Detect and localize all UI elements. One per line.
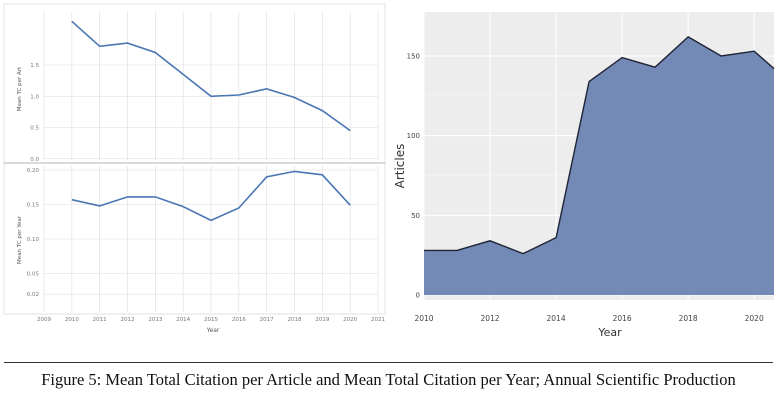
bottom-panel-y-ticks: 0.02 0.05 0.10 0.15 0.20 bbox=[27, 168, 40, 298]
bottom-panel-y-axis-label: Mean TC per Year bbox=[17, 215, 23, 264]
bottom-x-tick-label: 2020 bbox=[343, 317, 357, 323]
mean-tc-per-article-line bbox=[71, 20, 351, 132]
annual-production-chart: 0 50 100 150 2010 2012 2014 2016 2018 2020 Artic… bbox=[393, 12, 775, 339]
bottom-y-tick-label: 0.15 bbox=[27, 203, 40, 209]
area-x-tick-label: 2018 bbox=[679, 314, 698, 323]
area-x-tick-label: 2020 bbox=[745, 314, 764, 323]
area-x-tick-label: 2014 bbox=[547, 314, 566, 323]
top-panel-grid bbox=[43, 12, 379, 160]
area-y-tick-label: 150 bbox=[407, 53, 420, 61]
top-y-tick-label: 1.5 bbox=[30, 63, 39, 69]
citation-line-charts: 0.00.51.01.5 0.020.050.100.150.20 2009 20… bbox=[3, 3, 386, 334]
area-y-axis-label: Articles bbox=[393, 144, 407, 189]
bottom-x-tick-label: 2013 bbox=[148, 317, 162, 323]
bottom-panel-x-axis-label: Year bbox=[206, 327, 220, 334]
articles-area bbox=[424, 36, 774, 296]
bottom-y-tick-label: 0.20 bbox=[27, 168, 40, 174]
top-y-tick-label: 1.0 bbox=[30, 94, 39, 100]
bottom-y-tick-label: 0.02 bbox=[27, 292, 39, 298]
area-x-axis-label: Year bbox=[597, 326, 622, 339]
bottom-panel-grid bbox=[43, 166, 379, 312]
bottom-x-tick-label: 2015 bbox=[204, 317, 218, 323]
top-y-tick-label: 0.5 bbox=[30, 126, 39, 132]
area-y-ticks: 0 50 100 150 bbox=[407, 53, 420, 300]
area-y-tick-label: 50 bbox=[411, 212, 420, 220]
bottom-x-tick-label: 2014 bbox=[176, 317, 190, 323]
bottom-x-tick-label: 2009 bbox=[37, 317, 51, 323]
bottom-x-tick-label: 2019 bbox=[315, 317, 329, 323]
caption-rule bbox=[4, 362, 773, 363]
bottom-x-tick-label: 2010 bbox=[65, 317, 79, 323]
bottom-y-tick-label: 0.05 bbox=[27, 272, 40, 278]
bottom-x-tick-label: 2021 bbox=[371, 317, 385, 323]
area-y-tick-label: 0 bbox=[416, 292, 420, 300]
bottom-x-tick-label: 2012 bbox=[121, 317, 135, 323]
bottom-x-tick-label: 2011 bbox=[93, 317, 107, 323]
figure-caption: Figure 5: Mean Total Citation per Articl… bbox=[41, 370, 736, 389]
bottom-x-tick-label: 2016 bbox=[232, 317, 246, 323]
area-y-tick-label: 100 bbox=[407, 132, 420, 140]
area-x-tick-label: 2016 bbox=[613, 314, 632, 323]
top-panel-y-axis-label: Mean TC per Art bbox=[17, 66, 23, 111]
bottom-x-tick-label: 2017 bbox=[260, 317, 274, 323]
bottom-x-tick-label: 2018 bbox=[288, 317, 302, 323]
top-panel-y-ticks: 0.0 0.5 1.0 1.5 bbox=[30, 63, 39, 163]
area-x-ticks: 2010 2012 2014 2016 2018 2020 bbox=[414, 314, 764, 323]
top-y-tick-label: 0.0 bbox=[30, 157, 39, 163]
mean-tc-per-year-line bbox=[71, 170, 351, 222]
area-x-tick-label: 2012 bbox=[480, 314, 499, 323]
bottom-y-tick-label: 0.10 bbox=[27, 237, 40, 243]
articles-area-outline bbox=[424, 36, 775, 255]
area-x-tick-label: 2010 bbox=[414, 314, 433, 323]
bottom-panel-x-ticks: 2009 2010 2011 2012 2013 2014 2015 2016 2017 2018… bbox=[37, 317, 385, 323]
left-figure-frame bbox=[3, 3, 386, 315]
